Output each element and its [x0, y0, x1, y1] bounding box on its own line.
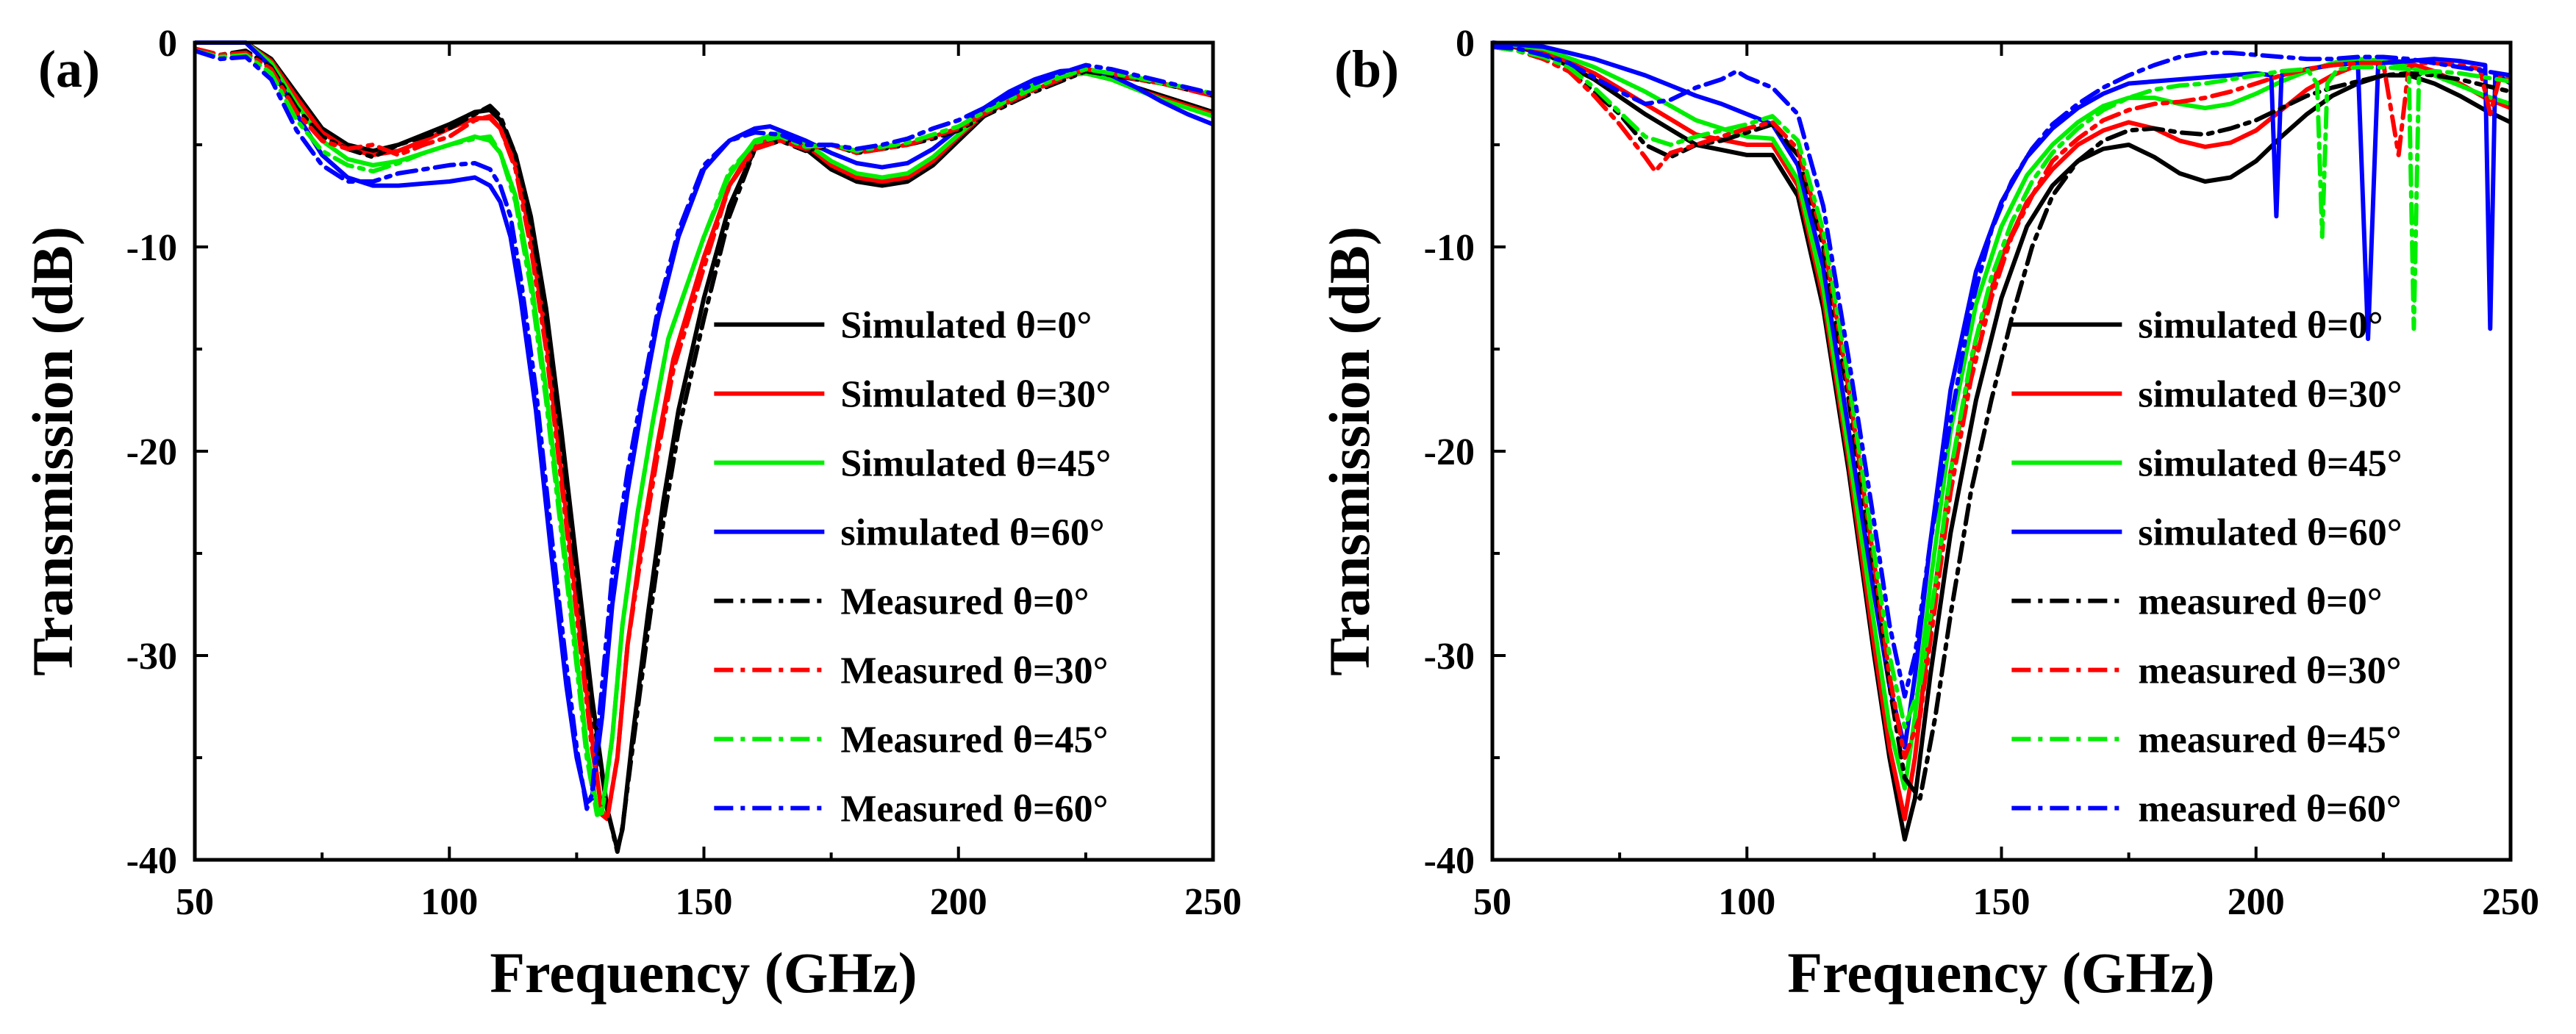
panel-b-series-5	[1492, 44, 2511, 760]
panel-a-legend-label-5: Measured θ=30°	[840, 650, 1108, 692]
panel-b-label: (b)	[1334, 40, 1399, 98]
panel-b-legend-label-5: measured θ=30°	[2138, 650, 2401, 692]
panel-b-legend-label-2: simulated θ=45°	[2138, 443, 2402, 485]
panel-a-series-group	[195, 40, 1213, 854]
panel-b-legend-label-7: measured θ=60°	[2138, 789, 2401, 830]
panel-b-series-0	[1492, 40, 2511, 842]
panel-a-ytick-label: -30	[126, 636, 177, 678]
panel-b-series-group	[1492, 40, 2511, 842]
panel-a-series-7	[195, 49, 1213, 811]
panel-b-xlabel: Frequency (GHz)	[1787, 941, 2214, 1005]
panel-b-ytick-label: -10	[1424, 227, 1475, 269]
panel-b-xtick-label: 200	[2228, 881, 2285, 923]
panel-b-legend-label-0: simulated θ=0°	[2138, 305, 2383, 347]
panel-b-legend-label-4: measured θ=0°	[2138, 581, 2382, 623]
panel-a-xtick-label: 50	[176, 881, 214, 923]
panel-a-ylabel: Transmission (dB)	[21, 226, 85, 676]
panel-a-legend: Simulated θ=0° Simulated θ=30° Simulated θ…	[714, 305, 1111, 830]
panel-a-ytick-label: -20	[126, 431, 177, 473]
panel-b-series-6	[1492, 44, 2511, 730]
panel-a-ytick-label: 0	[158, 23, 177, 65]
panel-b-xtick-label: 100	[1718, 881, 1775, 923]
panel-b-xtick-label: 50	[1473, 881, 1511, 923]
panel-b-legend-label-6: measured θ=45°	[2138, 719, 2401, 761]
panel-a-legend-label-2: Simulated θ=45°	[840, 443, 1111, 485]
panel-a-xtick-label: 150	[676, 881, 733, 923]
panel-a-legend-label-6: Measured θ=45°	[840, 719, 1108, 761]
panel-a-legend-label-0: Simulated θ=0°	[840, 305, 1092, 347]
panel-b-ytick-label: 0	[1456, 23, 1475, 65]
panel-b-legend-label-3: simulated θ=60°	[2138, 512, 2402, 554]
panel-a-series-6	[195, 49, 1213, 817]
panel-a-xtick-label: 250	[1184, 881, 1242, 923]
panel-a-ytick-label: -40	[126, 840, 177, 882]
panel-a: (a) 50 100 150 200 250 0 -10 -20 -30 -40 Simulated…	[21, 23, 1242, 1005]
panel-a-legend-label-1: Simulated θ=30°	[840, 374, 1111, 416]
panel-b-ytick-label: -40	[1424, 840, 1475, 882]
panel-b: (b) 50 100 150 200 250 0 -10 -20 -30 -40 simulated…	[1317, 23, 2539, 1005]
panel-b-ylabel: Transmission (dB)	[1317, 226, 1381, 676]
panel-b-ytick-label: -20	[1424, 431, 1475, 473]
panel-b-xtick-label: 150	[1973, 881, 2031, 923]
panel-b-legend-label-1: simulated θ=30°	[2138, 374, 2402, 416]
panel-b-legend: simulated θ=0° simulated θ=30° simulated θ…	[2011, 305, 2403, 830]
panel-b-xtick-label: 250	[2482, 881, 2539, 923]
panel-a-xlabel: Frequency (GHz)	[490, 941, 917, 1005]
panel-a-xtick-label: 200	[930, 881, 987, 923]
panel-a-label: (a)	[38, 40, 100, 98]
panel-a-ytick-label: -10	[126, 227, 177, 269]
panel-b-series-7	[1492, 44, 2511, 699]
panel-a-xtick-label: 100	[421, 881, 478, 923]
panel-a-legend-label-7: Measured θ=60°	[840, 789, 1108, 830]
panel-b-series-2	[1492, 40, 2511, 791]
panel-b-plot: 50 100 150 200 250 0 -10 -20 -30 -40 simulated θ=0…	[1424, 23, 2539, 923]
panel-a-plot: 50 100 150 200 250 0 -10 -20 -30 -40 Simulated θ=0…	[126, 23, 1242, 923]
panel-a-legend-label-4: Measured θ=0°	[840, 581, 1089, 623]
panel-b-ytick-label: -30	[1424, 636, 1475, 678]
panel-a-legend-label-3: simulated θ=60°	[840, 512, 1104, 554]
panel-a-series-2	[195, 40, 1213, 814]
